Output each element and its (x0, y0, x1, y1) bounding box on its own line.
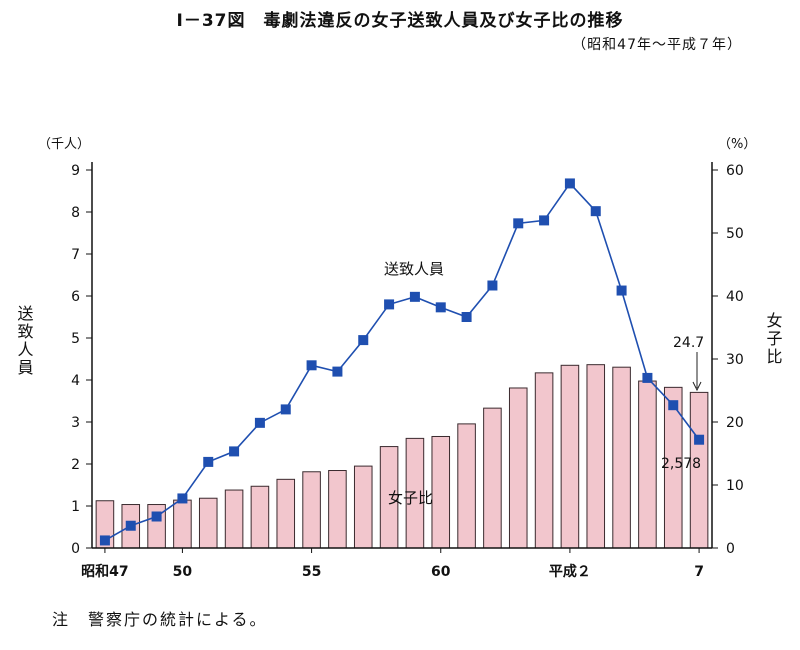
left-tick-label: 9 (71, 163, 80, 179)
bar-female-ratio (508, 387, 528, 549)
left-tick-label: 7 (71, 247, 80, 263)
left-tick-label: 2 (71, 457, 80, 473)
left-axis-label: 送致人員 (15, 305, 34, 377)
line-point-referred-persons (306, 360, 317, 371)
line-referred-persons (104, 182, 700, 542)
bar-female-ratio (302, 471, 321, 549)
axes-layer: 0 1 2 3 4 5 6 7 8 9 0 10 20 30 40 50 60 昭和47 50 55 60 平成２ 7 (71, 162, 744, 580)
line-point-referred-persons (99, 535, 110, 546)
bar-female-ratio (586, 364, 606, 549)
bar-female-ratio (638, 380, 657, 549)
last-ratio-label: 24.7 (673, 335, 704, 351)
line-point-referred-persons (332, 366, 343, 377)
right-tick-label: 30 (726, 352, 744, 368)
left-tick-label: 3 (71, 415, 80, 431)
line-point-referred-persons (151, 511, 162, 522)
line-point-referred-persons (409, 291, 420, 302)
bar-female-ratio (224, 489, 244, 549)
line-point-referred-persons (590, 206, 601, 217)
last-count-label: 2,578 (661, 456, 701, 472)
line-point-referred-persons (435, 302, 446, 313)
bar-female-ratio (147, 504, 166, 549)
x-tick-label: 平成２ (549, 563, 591, 580)
left-tick-label: 5 (71, 331, 80, 347)
line-point-referred-persons (513, 218, 524, 229)
right-tick-label: 10 (726, 478, 744, 494)
line-point-referred-persons (642, 372, 653, 383)
left-tick-label: 4 (71, 373, 80, 389)
line-point-referred-persons (203, 456, 214, 467)
bar-female-ratio (276, 478, 296, 549)
line-point-referred-persons (487, 280, 498, 291)
bar-female-ratio (328, 470, 347, 549)
right-tick-label: 60 (726, 163, 744, 179)
left-tick-label: 1 (71, 499, 80, 515)
right-tick-label: 40 (726, 289, 744, 305)
line-point-referred-persons (254, 417, 265, 428)
x-tick-label: 60 (431, 564, 451, 580)
left-tick-label: 0 (71, 541, 80, 557)
line-point-referred-persons (564, 178, 575, 189)
line-point-referred-persons (694, 434, 705, 445)
right-axis-label: 女子比 (764, 311, 783, 366)
line-point-referred-persons (177, 493, 188, 504)
right-tick-label: 0 (726, 541, 735, 557)
right-axis-unit: （%） (718, 137, 756, 152)
chart-subtitle: （昭和47年～平成７年） (572, 37, 742, 53)
line-point-referred-persons (616, 285, 627, 296)
left-tick-label: 6 (71, 289, 80, 305)
x-tick-label: 昭和47 (81, 564, 128, 580)
right-tick-label: 50 (726, 226, 744, 242)
bar-female-ratio (353, 465, 373, 549)
bar-female-ratio (483, 407, 502, 549)
line-point-referred-persons (668, 400, 679, 411)
bar-female-ratio (560, 364, 580, 549)
line-point-referred-persons (539, 215, 550, 226)
source-note: 注 警察庁の統計による。 (52, 610, 268, 629)
line-point-referred-persons (384, 299, 395, 310)
bar-female-ratio (612, 366, 631, 549)
chart-title: Ⅰ－37図 毒劇法違反の女子送致人員及び女子比の推移 (176, 11, 624, 31)
bar-female-ratio (173, 499, 192, 549)
line-point-referred-persons (358, 335, 369, 346)
bar-female-ratio (431, 435, 451, 549)
x-tick-label: 55 (302, 564, 321, 580)
line-point-referred-persons (461, 312, 472, 322)
bar-female-ratio (250, 485, 270, 549)
right-tick-label: 20 (726, 415, 744, 431)
bar-female-ratio (534, 372, 554, 549)
bar-female-ratio (198, 497, 218, 549)
line-point-referred-persons (125, 520, 136, 531)
left-tick-label: 8 (71, 205, 80, 221)
last-ratio-arrowhead (692, 381, 702, 392)
x-tick-label: 50 (173, 564, 193, 580)
left-axis-unit: （千人） (38, 137, 90, 152)
bar-series-layer (95, 364, 709, 549)
line-point-referred-persons (280, 404, 291, 415)
line-series-label: 送致人員 (384, 260, 444, 278)
line-point-referred-persons (229, 446, 240, 457)
bar-female-ratio (457, 423, 476, 549)
x-tick-label: 7 (694, 564, 704, 580)
line-series-layer (99, 178, 705, 546)
bar-series-label: 女子比 (388, 489, 433, 507)
